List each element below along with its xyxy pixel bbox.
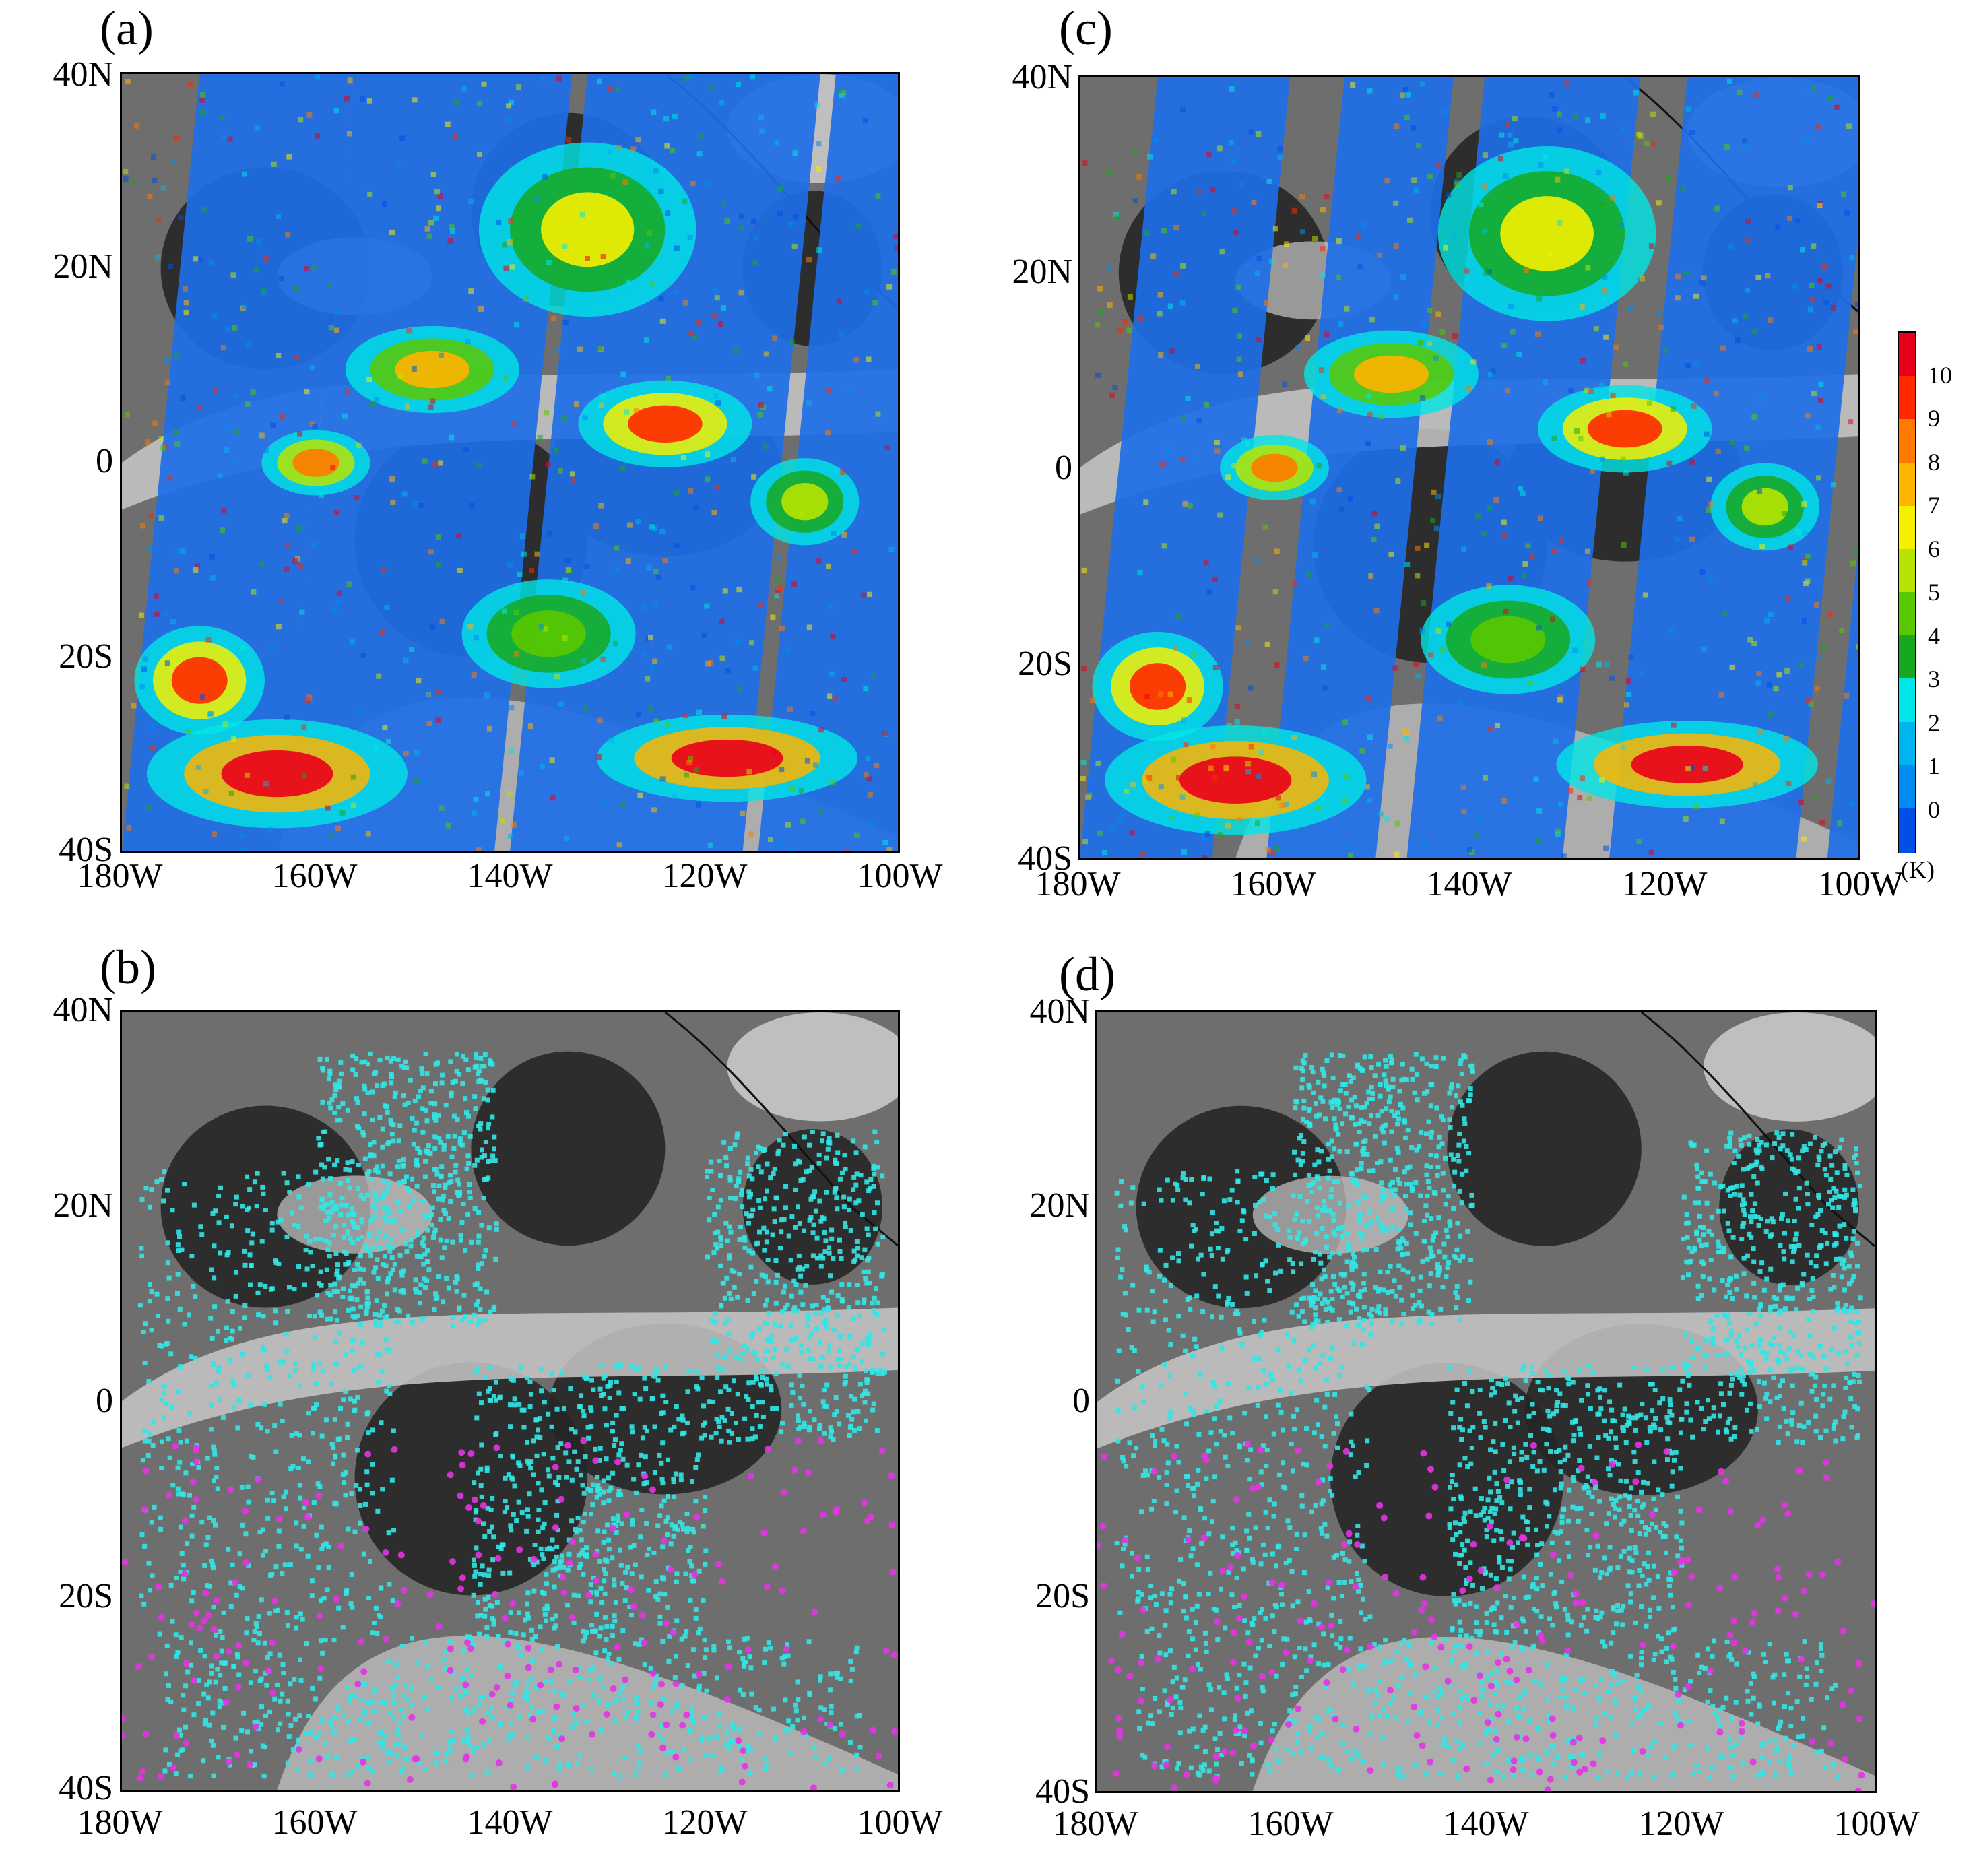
lon-label: 100W	[1817, 865, 1904, 903]
colorbar-swatch	[1899, 548, 1915, 594]
lon-label: 180W	[1035, 865, 1121, 903]
colorbar-swatch	[1899, 678, 1915, 723]
colorbar-swatch	[1899, 376, 1915, 421]
lat-label: 40N	[1012, 58, 1072, 96]
lon-label: 160W	[271, 857, 358, 895]
colorbar-swatch	[1899, 505, 1915, 551]
colorbar-swatch	[1899, 333, 1915, 378]
lon-label: 160W	[271, 1803, 358, 1842]
colorbar-unit: (K)	[1901, 856, 1935, 883]
lon-label: 140W	[1426, 865, 1512, 903]
colorbar-tick-label: 8	[1928, 448, 1940, 476]
lat-label: 20N	[53, 247, 113, 286]
lat-label: 20N	[53, 1186, 113, 1225]
lon-label: 120W	[661, 857, 748, 895]
lat-label: 20S	[1035, 1577, 1090, 1615]
panel-label-a: (a)	[100, 1, 154, 55]
colorbar-tick-label: 9	[1928, 405, 1940, 432]
map-c	[1078, 75, 1860, 860]
lon-label: 180W	[1052, 1805, 1138, 1843]
lon-label: 180W	[77, 1803, 163, 1842]
colorbar-tick-label: 2	[1928, 709, 1940, 736]
lon-label: 180W	[77, 857, 163, 895]
colorbar-tick-label: 10	[1928, 361, 1952, 389]
colorbar-tick-label: 5	[1928, 579, 1940, 606]
panel-label-c: (c)	[1059, 1, 1113, 55]
map-d	[1095, 1010, 1877, 1793]
colorbar-swatch	[1899, 462, 1915, 507]
lat-label: 20S	[59, 637, 113, 676]
lon-label: 120W	[661, 1803, 748, 1842]
lat-label: 40S	[59, 1769, 113, 1807]
lon-label: 100W	[1834, 1805, 1920, 1843]
lat-label: 20S	[59, 1577, 113, 1615]
lon-label: 120W	[1638, 1805, 1724, 1843]
lon-label: 140W	[467, 1803, 553, 1842]
lat-label: 40S	[1018, 839, 1072, 878]
lon-label: 160W	[1230, 865, 1316, 903]
lat-label: 0	[96, 442, 113, 480]
lon-label: 160W	[1247, 1805, 1334, 1843]
lat-label: 40S	[59, 831, 113, 869]
map-a-brightness-temperature-swaths	[122, 74, 898, 851]
colorbar-swatch	[1899, 808, 1915, 853]
colorbar-tick-label: 4	[1928, 622, 1940, 649]
colorbar-swatch	[1899, 635, 1915, 680]
lat-label: 40N	[53, 991, 113, 1029]
lat-label: 20N	[1029, 1186, 1090, 1225]
lon-label: 120W	[1621, 865, 1708, 903]
colorbar-swatch	[1899, 419, 1915, 464]
map-d-satellite-background	[1097, 1012, 1875, 1791]
colorbar-bar	[1898, 331, 1916, 853]
lat-label: 40S	[1035, 1772, 1090, 1811]
lat-label: 0	[96, 1382, 113, 1420]
panel-label-b: (b)	[100, 940, 156, 994]
map-c-brightness-temperature-swaths	[1080, 77, 1858, 858]
panel-label-d: (d)	[1059, 947, 1115, 1001]
lat-label: 40N	[1029, 992, 1090, 1031]
map-b-qc-pixels	[122, 1051, 898, 1790]
lat-label: 0	[1055, 449, 1072, 487]
colorbar-tick-label: 0	[1928, 796, 1940, 823]
colorbar-tick-label: 3	[1928, 666, 1940, 692]
map-b	[120, 1010, 900, 1792]
colorbar-swatch	[1899, 721, 1915, 767]
lat-label: 40N	[53, 55, 113, 94]
lon-label: 100W	[857, 857, 943, 895]
lat-label: 0	[1072, 1382, 1090, 1420]
colorbar-tick-label: 6	[1928, 535, 1940, 562]
colorbar-tick-label: 7	[1928, 492, 1940, 519]
lat-label: 20N	[1012, 253, 1072, 291]
lon-label: 140W	[467, 857, 553, 895]
lat-label: 20S	[1018, 645, 1072, 683]
colorbar-tick-label: 1	[1928, 752, 1940, 779]
lon-label: 140W	[1443, 1805, 1529, 1843]
map-a	[120, 72, 900, 853]
map-d-qc-pixels	[1097, 1052, 1875, 1791]
colorbar-swatch	[1899, 765, 1915, 810]
colorbar-swatch	[1899, 592, 1915, 637]
lon-label: 100W	[857, 1803, 943, 1842]
